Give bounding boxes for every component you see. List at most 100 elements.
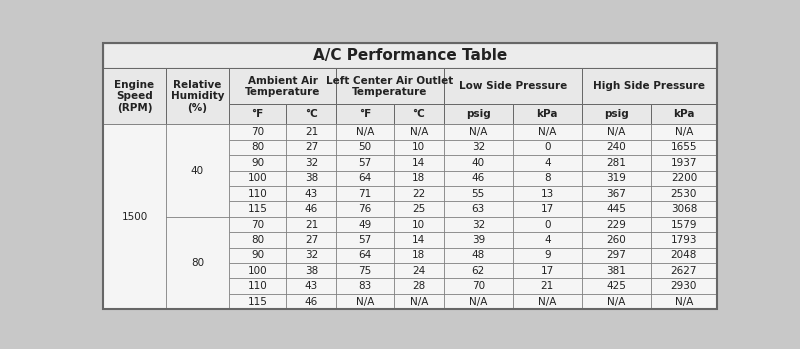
Text: 1579: 1579 [670,220,697,230]
Text: 8: 8 [544,173,550,183]
Text: 55: 55 [472,189,485,199]
Bar [651,263,717,279]
Bar [651,217,717,232]
Bar [286,140,336,155]
Bar [103,124,166,309]
Text: 46: 46 [472,173,485,183]
Bar [336,248,394,263]
Text: 43: 43 [305,281,318,291]
Text: N/A: N/A [469,127,487,137]
Text: 80: 80 [191,258,204,268]
Bar [286,279,336,294]
Text: N/A: N/A [607,297,626,306]
Text: N/A: N/A [538,297,557,306]
Text: 90: 90 [251,250,264,260]
Bar [513,124,582,140]
Bar [103,43,717,68]
Bar [286,294,336,309]
Text: 62: 62 [472,266,485,276]
Text: °F: °F [359,109,371,119]
Text: 48: 48 [472,250,485,260]
Text: N/A: N/A [356,127,374,137]
Bar [444,263,513,279]
Text: 76: 76 [358,204,372,214]
Bar [103,68,166,124]
Bar [229,232,286,248]
Text: 367: 367 [606,189,626,199]
Text: 90: 90 [251,158,264,168]
Text: High Side Pressure: High Side Pressure [594,81,706,91]
Bar [651,124,717,140]
Text: 2627: 2627 [670,266,697,276]
Bar [394,263,444,279]
Bar [582,201,651,217]
Bar [582,155,651,171]
Text: 22: 22 [412,189,426,199]
Text: 39: 39 [472,235,485,245]
Bar [513,104,582,124]
Text: 18: 18 [412,173,426,183]
Bar [582,104,651,124]
Bar [513,294,582,309]
Text: 75: 75 [358,266,372,276]
Bar [444,104,513,124]
Text: 50: 50 [358,142,372,153]
Bar [394,232,444,248]
Bar [582,140,651,155]
Bar [336,155,394,171]
Text: 32: 32 [472,142,485,153]
Text: kPa: kPa [673,109,694,119]
Bar [286,104,336,124]
Text: psig: psig [604,109,629,119]
Bar [582,186,651,201]
Bar [336,140,394,155]
Text: 32: 32 [305,250,318,260]
Bar [394,279,444,294]
Bar [513,171,582,186]
Bar [651,294,717,309]
Bar [394,201,444,217]
Bar [394,140,444,155]
Text: 229: 229 [606,220,626,230]
Bar [513,217,582,232]
Bar [229,124,286,140]
Text: 63: 63 [472,204,485,214]
Text: 1937: 1937 [670,158,697,168]
Bar [444,294,513,309]
Text: 4: 4 [544,158,550,168]
Bar [651,248,717,263]
Bar [444,171,513,186]
Text: 21: 21 [305,127,318,137]
Bar [582,232,651,248]
Bar [336,279,394,294]
Text: °C: °C [305,109,318,119]
Bar [651,232,717,248]
Bar [394,104,444,124]
Bar [286,217,336,232]
Text: 18: 18 [412,250,426,260]
Text: 260: 260 [606,235,626,245]
Text: 46: 46 [305,204,318,214]
Text: 2530: 2530 [670,189,697,199]
Bar [229,104,286,124]
Bar [229,217,286,232]
Text: Relative
Humidity
(%): Relative Humidity (%) [170,80,224,113]
Bar [166,124,229,217]
Text: 25: 25 [412,204,426,214]
Bar [394,186,444,201]
Bar [286,171,336,186]
Text: 110: 110 [248,281,267,291]
Bar [286,248,336,263]
Text: 43: 43 [305,189,318,199]
Text: 64: 64 [358,173,372,183]
Text: 9: 9 [544,250,550,260]
Bar [336,217,394,232]
Bar [444,68,582,104]
Bar [444,248,513,263]
Text: N/A: N/A [674,127,693,137]
Text: 2200: 2200 [670,173,697,183]
Bar [336,171,394,186]
Bar [229,248,286,263]
Text: N/A: N/A [410,127,428,137]
Text: 17: 17 [541,266,554,276]
